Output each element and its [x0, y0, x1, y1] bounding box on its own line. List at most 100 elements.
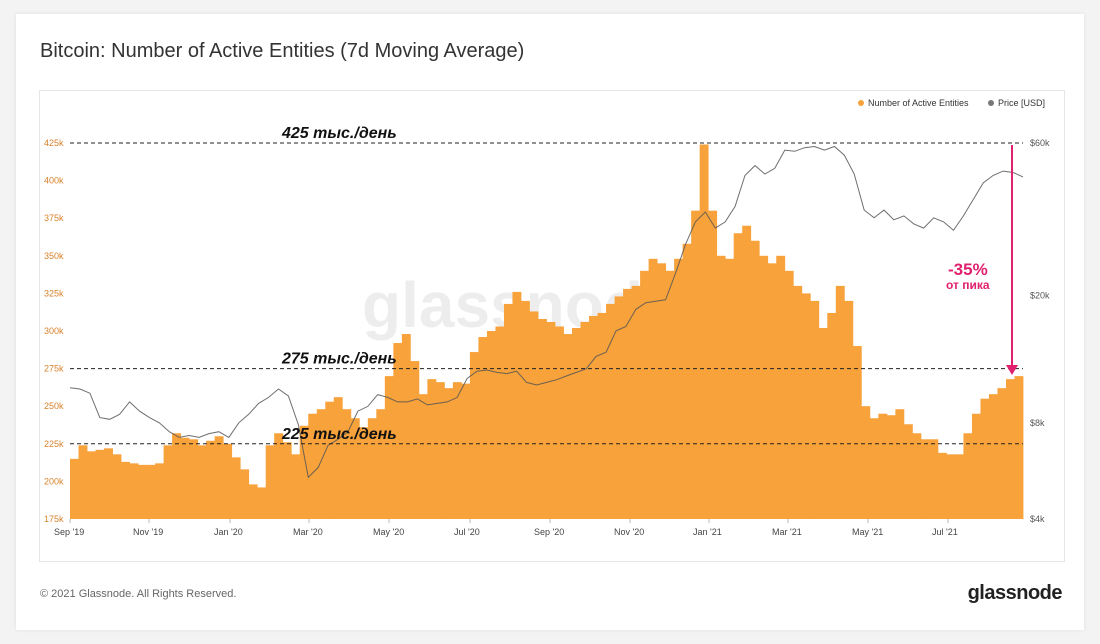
bars-layer	[70, 144, 1024, 520]
entities-bar	[971, 413, 981, 519]
entities-bar	[214, 436, 224, 519]
entities-bar	[291, 454, 301, 519]
legend-price-label[interactable]: Price [USD]	[998, 98, 1045, 108]
entities-bar	[716, 255, 726, 520]
x-tick-label: Mar '21	[772, 527, 802, 537]
legend-entities-marker[interactable]	[858, 100, 864, 106]
y-left-tick-label: 425k	[44, 138, 64, 148]
entities-bar	[265, 445, 275, 519]
y-right-tick-label: $4k	[1030, 514, 1045, 524]
entities-bar	[810, 300, 820, 519]
entities-bar	[206, 440, 216, 519]
entities-bar	[1005, 379, 1015, 519]
x-tick-label: Nov '20	[614, 527, 644, 537]
entities-bar	[708, 210, 718, 519]
entities-bar	[640, 270, 650, 519]
entities-bar	[163, 445, 173, 519]
entities-bar	[674, 258, 684, 519]
entities-bar	[435, 382, 445, 519]
y-right-tick-label: $60k	[1030, 138, 1050, 148]
entities-bar	[886, 415, 896, 519]
annotation-label: 225 тыс./день	[281, 426, 397, 443]
entities-bar	[648, 258, 658, 519]
entities-bar	[248, 484, 258, 519]
entities-bar	[393, 343, 403, 519]
y-left-tick-label: 275k	[44, 364, 64, 374]
entities-bar	[231, 457, 241, 519]
entities-bar	[954, 454, 964, 519]
y-right-tick-label: $8k	[1030, 418, 1045, 428]
entities-bar	[725, 258, 735, 519]
entities-bar	[486, 331, 496, 519]
legend: Number of Active Entities Price [USD]	[858, 98, 1045, 108]
x-tick-label: Jan '21	[693, 527, 722, 537]
entities-bar	[903, 424, 913, 519]
entities-bar	[342, 409, 352, 519]
drop-caption-label: от пика	[946, 278, 990, 292]
entities-bar	[614, 296, 624, 519]
entities-bar	[95, 449, 105, 519]
entities-bar	[912, 433, 922, 519]
x-tick-label: Jan '20	[214, 527, 243, 537]
annotation-label: 425 тыс./день	[281, 125, 397, 142]
entities-bar	[852, 346, 862, 519]
y-right-tick-label: $20k	[1030, 291, 1050, 301]
entities-bar	[282, 442, 292, 519]
entities-bar	[189, 439, 199, 519]
entities-bar	[155, 463, 164, 519]
entities-bar	[138, 464, 147, 519]
entities-bar	[699, 144, 709, 519]
legend-price-marker[interactable]	[988, 100, 994, 106]
drop-percent-label: -35%	[948, 260, 988, 279]
entities-bar	[665, 270, 675, 519]
entities-bar	[520, 300, 530, 519]
entities-bar	[274, 433, 284, 519]
entities-bar	[316, 409, 326, 519]
entities-bar	[623, 288, 632, 519]
entities-bar	[469, 352, 479, 519]
entities-bar	[452, 382, 462, 519]
drop-arrow-head	[1006, 365, 1018, 375]
y-left-tick-label: 325k	[44, 288, 64, 298]
entities-bar	[197, 445, 207, 519]
entities-bar	[657, 263, 667, 519]
entities-bar	[759, 255, 769, 520]
entities-bar	[742, 225, 752, 519]
entities-bar	[495, 326, 505, 519]
entities-bar	[418, 394, 428, 519]
entities-bar	[384, 376, 394, 519]
entities-bar	[537, 318, 547, 519]
legend-entities-label[interactable]: Number of Active Entities	[868, 98, 969, 108]
entities-bar	[121, 461, 130, 519]
entities-bar	[70, 458, 79, 519]
entities-bar	[146, 464, 156, 519]
entities-bar	[104, 448, 113, 519]
entities-bar	[87, 451, 96, 519]
entities-bar	[827, 312, 837, 519]
footer-logo[interactable]: glassnode	[967, 582, 1063, 604]
price-line	[69, 145, 1024, 479]
entities-bar	[920, 439, 930, 519]
entities-bar	[606, 303, 615, 519]
entities-bar	[308, 413, 318, 519]
y-left-tick-label: 175k	[44, 514, 64, 524]
entities-bar	[776, 255, 786, 520]
entities-bar	[733, 233, 743, 520]
x-tick-label: May '21	[852, 527, 883, 537]
y-left-tick-label: 225k	[44, 439, 64, 449]
entities-bar	[937, 452, 947, 519]
entities-bar	[376, 409, 386, 519]
entities-bar	[963, 433, 973, 519]
entities-bar	[223, 443, 233, 519]
entities-bar	[461, 383, 471, 519]
y-left-tick-label: 250k	[44, 401, 64, 411]
x-tick-label: Sep '19	[54, 527, 84, 537]
entities-bar	[682, 243, 692, 519]
entities-bar	[78, 445, 88, 519]
entities-bar	[325, 401, 335, 519]
y-left-tick-label: 375k	[44, 213, 64, 223]
entities-bar	[555, 326, 564, 519]
entities-bar	[988, 394, 998, 519]
entities-bar	[997, 388, 1007, 519]
entities-bar	[801, 293, 811, 519]
